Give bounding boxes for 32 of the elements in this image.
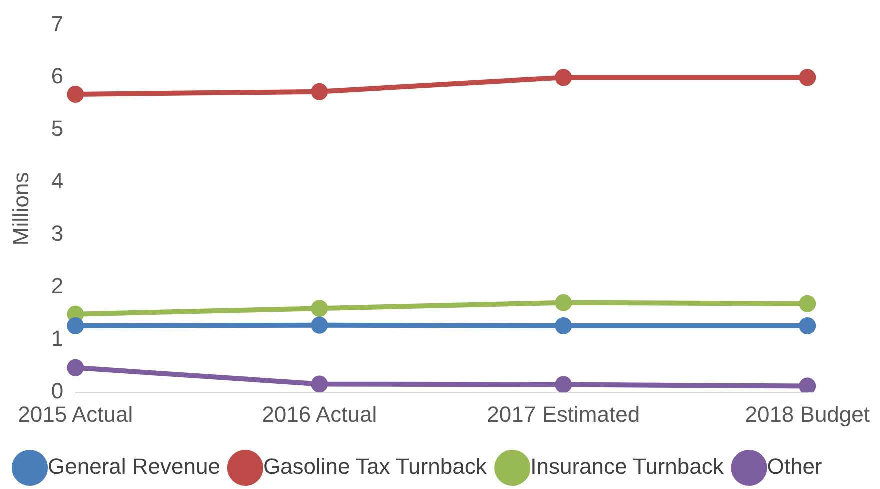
legend-label: Other [767, 454, 822, 480]
point [67, 359, 84, 376]
legend-label: Gasoline Tax Turnback [263, 454, 488, 480]
point [555, 69, 572, 86]
y-axis-title: Millions [8, 172, 34, 246]
y-tick-label: 0 [51, 378, 64, 404]
point [311, 83, 328, 100]
y-tick-label: 1 [51, 326, 64, 352]
point [799, 317, 816, 334]
point [67, 86, 84, 103]
y-tick-label: 6 [51, 64, 64, 89]
point [311, 316, 328, 334]
legend-label: General Revenue [48, 454, 220, 480]
point [311, 376, 328, 393]
point [67, 317, 84, 334]
y-tick-label: 2 [51, 274, 64, 299]
y-tick-label: 5 [51, 116, 64, 142]
point [799, 378, 816, 393]
point [799, 295, 816, 312]
y-tick-label: 3 [51, 221, 64, 246]
point [555, 294, 572, 312]
x-tick-label: 2016 Actual [262, 402, 378, 427]
point [555, 376, 572, 393]
y-tick-label: 7 [51, 11, 64, 36]
point [555, 317, 572, 334]
y-tick-label: 4 [51, 168, 64, 194]
x-tick-label: 2015 Actual [18, 402, 134, 427]
point [799, 69, 816, 86]
x-tick-label: 2018 Budget [745, 402, 870, 427]
legend-label: Insurance Turnback [530, 454, 725, 480]
x-tick-label: 2017 Estimated [487, 402, 640, 427]
point [311, 300, 328, 318]
